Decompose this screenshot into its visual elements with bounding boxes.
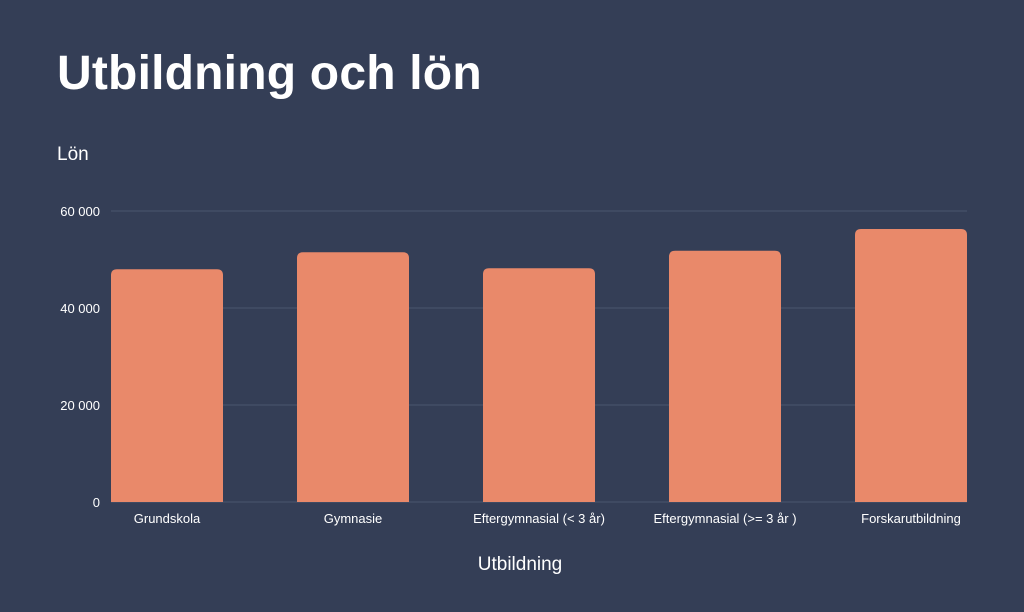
bar — [483, 268, 595, 502]
x-tick-label: Eftergymnasial (>= 3 år ) — [653, 511, 796, 526]
bar — [297, 252, 409, 502]
bar — [669, 250, 781, 502]
bar — [855, 228, 967, 502]
y-tick-label: 40 000 — [60, 301, 100, 316]
x-axis-label: Utbildning — [477, 554, 563, 575]
x-tick-label: Forskarutbildning — [861, 511, 961, 526]
y-tick-label: 60 000 — [60, 204, 100, 219]
bar — [111, 269, 223, 502]
x-tick-label: Gymnasie — [324, 511, 383, 526]
chart-title: Utbildning och lön — [57, 47, 482, 100]
x-tick-label: Eftergymnasial (< 3 år) — [473, 511, 605, 526]
x-tick-label: Grundskola — [134, 511, 201, 526]
y-tick-label: 20 000 — [60, 398, 100, 413]
y-tick-label: 0 — [93, 495, 100, 510]
y-axis-label: Lön — [57, 144, 89, 165]
